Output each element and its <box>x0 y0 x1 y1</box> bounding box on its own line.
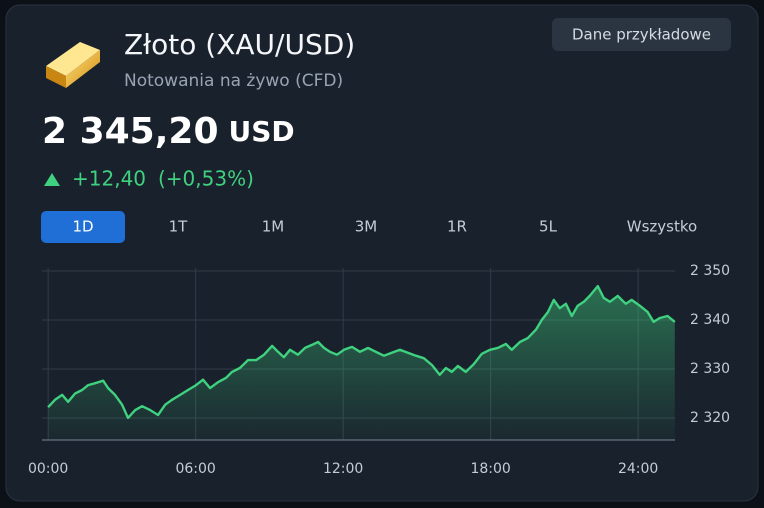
up-arrow <box>44 173 60 186</box>
title: Złoto (XAU/USD) <box>124 28 355 61</box>
gold-icon <box>46 42 100 88</box>
price: 2 345,20 USD <box>42 111 295 152</box>
price-line <box>47 284 676 420</box>
change: +12,40 <box>72 167 146 191</box>
y-tick-label: 2 320 <box>690 410 730 426</box>
x-tick-label: 12:00 <box>323 461 363 477</box>
tab[interactable]: 5L <box>539 218 558 236</box>
tab-active-bg <box>41 211 125 243</box>
x-tick-label: 18:00 <box>470 461 510 477</box>
tab[interactable]: 1R <box>447 218 467 236</box>
tab[interactable]: Wszystko <box>627 218 697 236</box>
y-tick-label: 2 340 <box>690 312 730 328</box>
tab[interactable]: 1T <box>169 218 189 236</box>
tab[interactable]: 1D <box>72 218 93 236</box>
y-tick-label: 2 330 <box>690 361 730 377</box>
badge-text: Dane przykładowe <box>572 26 711 44</box>
tab[interactable]: 1M <box>262 218 285 236</box>
x-tick-label: 00:00 <box>28 461 68 477</box>
x-tick-label: 06:00 <box>175 461 215 477</box>
plot: 2 320 2 330 2 340 2 350 00:00 06:00 12:00 18:00… <box>28 263 730 477</box>
tabs: 1D 1T 1M 3M 1R 5L Wszystko <box>41 211 697 243</box>
subtitle: Notowania na żywo (CFD) <box>124 71 343 91</box>
change-pct: (+0,53%) <box>158 167 254 191</box>
badge <box>552 18 731 51</box>
y-tick-label: 2 350 <box>690 263 730 279</box>
x-tick-label: 24:00 <box>618 461 658 477</box>
currency: USD <box>229 115 295 148</box>
area <box>48 286 675 440</box>
price-value: 2 345,20 <box>42 111 219 152</box>
tab[interactable]: 3M <box>355 218 378 236</box>
